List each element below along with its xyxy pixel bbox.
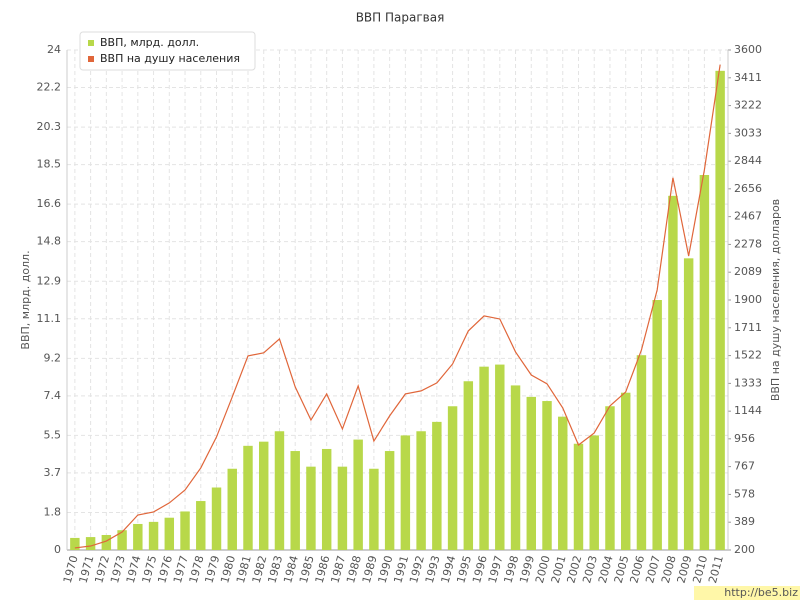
y-tick-label: 12.9 (37, 274, 62, 287)
y-tick-label: 0 (54, 543, 61, 556)
legend-swatch (88, 56, 94, 62)
bar (432, 421, 442, 550)
y2-tick-label: 578 (734, 487, 755, 500)
y2-tick-label: 2844 (734, 154, 762, 167)
line (74, 64, 721, 549)
y-tick-label: 14.8 (37, 235, 62, 248)
y-tick-label: 22.2 (37, 81, 62, 94)
bar (321, 448, 332, 550)
y2-tick-label: 3600 (734, 43, 762, 56)
bar (101, 535, 112, 550)
bar (652, 300, 662, 550)
y-tick-label: 1.8 (44, 506, 62, 519)
bar (306, 466, 316, 550)
y2-tick-label: 3033 (734, 126, 762, 139)
bar (384, 451, 395, 550)
y2-tick-label: 2467 (734, 210, 762, 223)
bar (620, 392, 631, 550)
y-tick-label: 3.7 (44, 466, 62, 479)
bar (369, 468, 379, 550)
y2-tick-label: 3222 (734, 99, 762, 112)
bar (148, 521, 159, 550)
y2-tick-label: 1900 (734, 293, 762, 306)
bar (259, 441, 269, 550)
y2-tick-label: 956 (734, 432, 755, 445)
bar (510, 385, 521, 550)
bar (133, 523, 143, 550)
bar (70, 537, 80, 550)
bar (117, 530, 127, 550)
y2-axis-label: ВВП на душу населения, долларов (769, 199, 782, 401)
bar (337, 466, 348, 550)
bar (589, 435, 599, 550)
bar (605, 406, 615, 550)
bar (542, 401, 552, 550)
y-tick-label: 7.4 (44, 389, 62, 402)
bar (227, 468, 237, 550)
chart-title: ВВП Парагвая (356, 11, 445, 25)
y-tick-label: 5.5 (44, 428, 62, 441)
y2-tick-label: 2089 (734, 265, 762, 278)
bar (636, 355, 647, 550)
watermark-bg (694, 586, 800, 600)
y2-tick-label: 767 (734, 460, 755, 473)
y-tick-label: 9.2 (44, 351, 62, 364)
bar (353, 439, 363, 550)
y-tick-label: 24 (47, 43, 61, 56)
bar (463, 381, 474, 550)
bar (479, 366, 489, 550)
bar (85, 537, 96, 550)
y2-tick-label: 200 (734, 543, 755, 556)
bar (243, 445, 253, 550)
legend-box (79, 31, 256, 71)
y-axis-label: ВВП, млрд. долл. (19, 250, 32, 349)
watermark: http://be5.biz (724, 586, 798, 599)
bar (164, 517, 175, 550)
legend-text: ВВП на душу населения (100, 52, 240, 65)
bar (668, 195, 678, 551)
y-tick-label: 16.6 (37, 197, 62, 210)
y2-tick-label: 1144 (734, 404, 762, 417)
bar (211, 487, 222, 550)
bar (573, 443, 584, 550)
y-tick-label: 18.5 (37, 158, 62, 171)
y-tick-label: 20.3 (37, 120, 62, 133)
bar (495, 364, 505, 550)
y2-tick-label: 1522 (734, 349, 762, 362)
legend-swatch (88, 40, 94, 46)
bar (196, 501, 206, 550)
bar (400, 435, 411, 550)
y2-tick-label: 1333 (734, 376, 762, 389)
legend-text: ВВП, млрд. долл. (100, 36, 199, 49)
y2-tick-label: 1711 (734, 321, 762, 334)
y-tick-label: 11.1 (37, 312, 62, 325)
bar (558, 416, 568, 550)
bar (683, 258, 694, 550)
y2-tick-label: 3411 (734, 71, 762, 84)
y2-tick-label: 389 (734, 515, 755, 528)
bar (274, 431, 285, 550)
bar (526, 396, 536, 550)
bar (447, 406, 458, 550)
bar (416, 431, 426, 550)
bar (180, 511, 190, 550)
y2-tick-label: 2278 (734, 237, 762, 250)
y2-tick-label: 2656 (734, 182, 762, 195)
bar (715, 70, 725, 550)
bar (699, 175, 710, 550)
bar (290, 451, 300, 550)
